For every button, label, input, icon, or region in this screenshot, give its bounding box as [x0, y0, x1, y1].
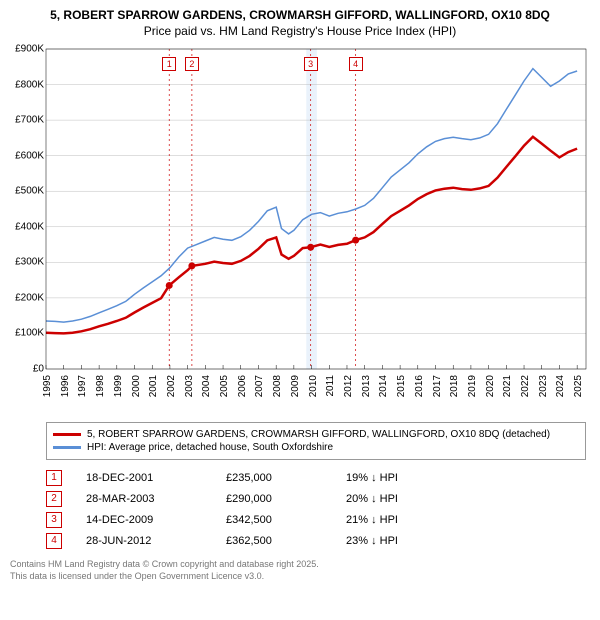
x-tick-label: 2001	[148, 375, 159, 397]
legend: 5, ROBERT SPARROW GARDENS, CROWMARSH GIF…	[46, 422, 586, 460]
y-tick-label: £700K	[6, 115, 44, 126]
sale-date: 28-MAR-2003	[86, 493, 226, 505]
x-tick-label: 2024	[555, 375, 566, 397]
sale-index-badge: 2	[46, 491, 62, 507]
y-tick-label: £500K	[6, 186, 44, 197]
x-tick-label: 2011	[325, 375, 336, 397]
footer-line-1: Contains HM Land Registry data © Crown c…	[10, 559, 594, 571]
table-row: 1 18-DEC-2001£235,00019% ↓ HPI	[46, 470, 586, 486]
y-tick-label: £100K	[6, 328, 44, 339]
footer-line-2: This data is licensed under the Open Gov…	[10, 571, 594, 583]
sale-marker-badge: 4	[349, 57, 363, 71]
legend-item-hpi: HPI: Average price, detached house, Sout…	[53, 442, 579, 453]
legend-item-property: 5, ROBERT SPARROW GARDENS, CROWMARSH GIF…	[53, 429, 579, 440]
sale-hpi-delta: 21% ↓ HPI	[346, 514, 466, 526]
x-tick-label: 2010	[308, 375, 319, 397]
x-tick-label: 2014	[378, 375, 389, 397]
sale-price: £235,000	[226, 472, 346, 484]
x-tick-label: 2002	[166, 375, 177, 397]
sale-price: £362,500	[226, 535, 346, 547]
sale-date: 28-JUN-2012	[86, 535, 226, 547]
y-tick-label: £200K	[6, 292, 44, 303]
sale-date: 18-DEC-2001	[86, 472, 226, 484]
sale-hpi-delta: 20% ↓ HPI	[346, 493, 466, 505]
x-tick-label: 2022	[520, 375, 531, 397]
table-row: 3 14-DEC-2009£342,50021% ↓ HPI	[46, 512, 586, 528]
y-tick-label: £900K	[6, 44, 44, 55]
sale-index-badge: 1	[46, 470, 62, 486]
line-chart: £0 £100K £200K £300K £400K £500K £600K £700K £80…	[6, 44, 592, 414]
x-tick-label: 2006	[237, 375, 248, 397]
sale-index-badge: 3	[46, 512, 62, 528]
table-row: 4 28-JUN-2012£362,50023% ↓ HPI	[46, 533, 586, 549]
x-tick-label: 2019	[467, 375, 478, 397]
y-tick-label: £0	[6, 364, 44, 375]
sale-hpi-delta: 19% ↓ HPI	[346, 472, 466, 484]
y-tick-label: £300K	[6, 257, 44, 268]
x-tick-label: 1995	[42, 375, 53, 397]
sale-price: £290,000	[226, 493, 346, 505]
x-tick-label: 2021	[502, 375, 513, 397]
x-tick-label: 2018	[449, 375, 460, 397]
x-tick-label: 2000	[131, 375, 142, 397]
y-tick-label: £400K	[6, 221, 44, 232]
x-tick-label: 2005	[219, 375, 230, 397]
sale-date: 14-DEC-2009	[86, 514, 226, 526]
legend-label: HPI: Average price, detached house, Sout…	[87, 442, 333, 453]
legend-swatch	[53, 446, 81, 449]
x-tick-label: 2017	[432, 375, 443, 397]
x-tick-label: 2008	[272, 375, 283, 397]
sale-marker-badge: 2	[185, 57, 199, 71]
attribution-footer: Contains HM Land Registry data © Crown c…	[10, 559, 594, 582]
x-tick-label: 2016	[414, 375, 425, 397]
sale-marker-badge: 1	[162, 57, 176, 71]
sale-index-badge: 4	[46, 533, 62, 549]
x-tick-label: 2012	[343, 375, 354, 397]
x-tick-label: 2020	[485, 375, 496, 397]
legend-swatch	[53, 433, 81, 436]
x-tick-label: 1996	[60, 375, 71, 397]
x-tick-label: 2013	[361, 375, 372, 397]
sales-table: 1 18-DEC-2001£235,00019% ↓ HPI 2 28-MAR-200…	[46, 470, 586, 549]
table-row: 2 28-MAR-2003£290,00020% ↓ HPI	[46, 491, 586, 507]
x-tick-label: 2004	[201, 375, 212, 397]
y-tick-label: £600K	[6, 150, 44, 161]
x-tick-label: 2003	[184, 375, 195, 397]
sale-price: £342,500	[226, 514, 346, 526]
x-tick-label: 2025	[573, 375, 584, 397]
y-tick-label: £800K	[6, 79, 44, 90]
x-tick-label: 2009	[290, 375, 301, 397]
x-tick-label: 1998	[95, 375, 106, 397]
x-tick-label: 2007	[254, 375, 265, 397]
sale-marker-badge: 3	[304, 57, 318, 71]
sale-hpi-delta: 23% ↓ HPI	[346, 535, 466, 547]
x-tick-label: 1999	[113, 375, 124, 397]
chart-plot	[46, 49, 586, 369]
x-tick-label: 1997	[77, 375, 88, 397]
x-tick-label: 2023	[538, 375, 549, 397]
page-subtitle: Price paid vs. HM Land Registry's House …	[6, 24, 594, 38]
x-tick-label: 2015	[396, 375, 407, 397]
page-title: 5, ROBERT SPARROW GARDENS, CROWMARSH GIF…	[6, 8, 594, 22]
legend-label: 5, ROBERT SPARROW GARDENS, CROWMARSH GIF…	[87, 429, 550, 440]
